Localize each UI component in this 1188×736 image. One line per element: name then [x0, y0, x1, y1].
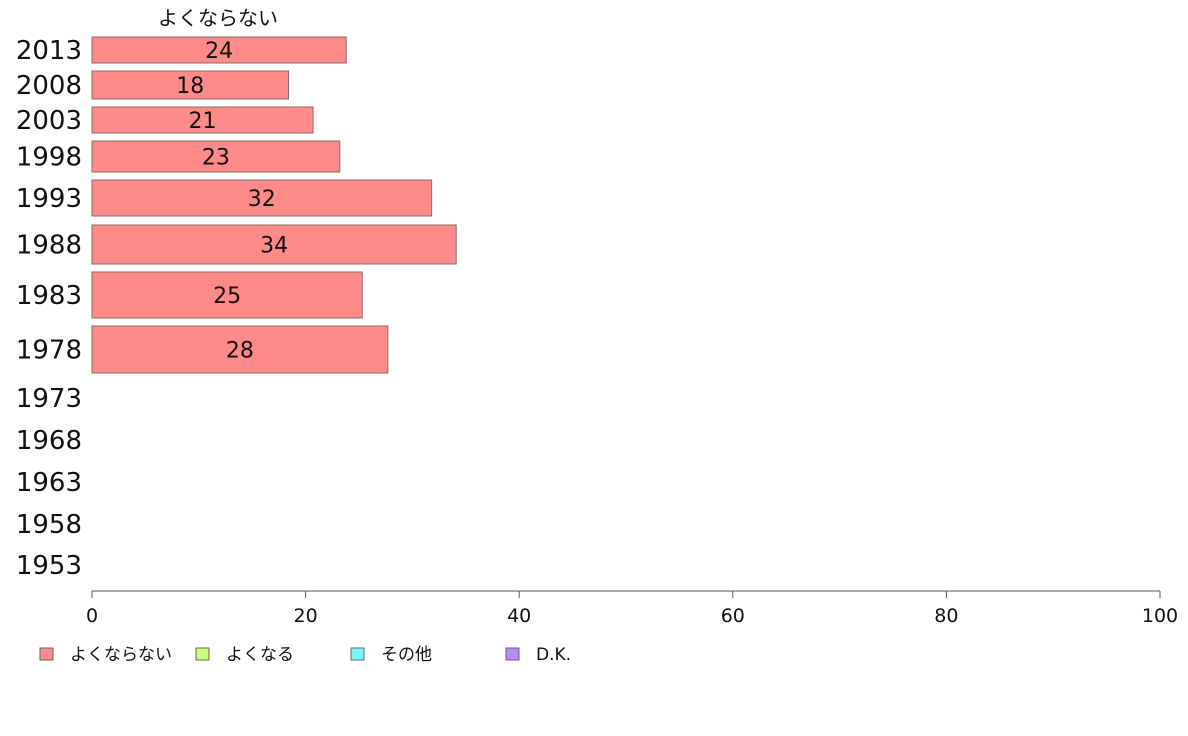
year-label: 2003 [16, 106, 82, 136]
bar-1993 [91, 179, 433, 217]
x-tick-label: 0 [86, 605, 98, 627]
x-tick-label: 60 [721, 605, 745, 627]
year-label: 1963 [16, 468, 82, 498]
x-tick-label: 20 [294, 605, 318, 627]
legend-label: D.K. [536, 645, 571, 665]
legend-swatch [350, 647, 365, 661]
year-label: 1983 [16, 281, 82, 311]
year-label: 1958 [16, 510, 82, 540]
bar-value-label: 25 [213, 284, 241, 309]
year-label: 1953 [16, 551, 82, 581]
bar-value-label: 34 [260, 234, 288, 259]
legend: よくならない よくなる その他 D.K. [39, 645, 571, 665]
year-label: 1993 [16, 184, 82, 214]
bar-1983 [91, 271, 363, 319]
bar-value-label: 24 [205, 39, 233, 64]
bar-2008 [91, 70, 290, 100]
x-tick-label: 100 [1142, 605, 1178, 627]
legend-swatch [39, 647, 54, 661]
year-label: 1968 [16, 426, 82, 456]
bar-value-label: 21 [189, 109, 217, 134]
bar-1998 [91, 140, 341, 173]
bar-value-label: 18 [176, 74, 204, 99]
bar-1978 [91, 325, 389, 374]
legend-swatch [505, 647, 520, 661]
legend-label: よくなる [226, 645, 294, 665]
year-label: 2008 [16, 71, 82, 101]
year-label: 1998 [16, 143, 82, 173]
year-label: 1988 [16, 231, 82, 261]
legend-label: その他 [381, 645, 432, 665]
x-tick-label: 40 [507, 605, 531, 627]
legend-swatch [195, 647, 210, 661]
x-axis: 0 20 40 60 80 100 [86, 590, 1178, 627]
year-label: 2013 [16, 36, 82, 66]
bar-2003 [91, 106, 314, 134]
bar-value-label: 32 [248, 187, 276, 212]
legend-label: よくならない [70, 645, 172, 665]
x-tick-label: 80 [934, 605, 958, 627]
year-label: 1978 [16, 336, 82, 366]
bar-value-label: 23 [202, 146, 230, 171]
bar-value-label: 28 [226, 339, 254, 364]
bar-1988 [91, 224, 457, 265]
year-label: 1973 [16, 384, 82, 414]
series-title: よくならない [158, 6, 278, 30]
year-labels-group: 2013 2008 2003 1998 1993 1988 1983 1978 1973 1968… [16, 36, 82, 581]
bar-2013 [91, 36, 347, 64]
